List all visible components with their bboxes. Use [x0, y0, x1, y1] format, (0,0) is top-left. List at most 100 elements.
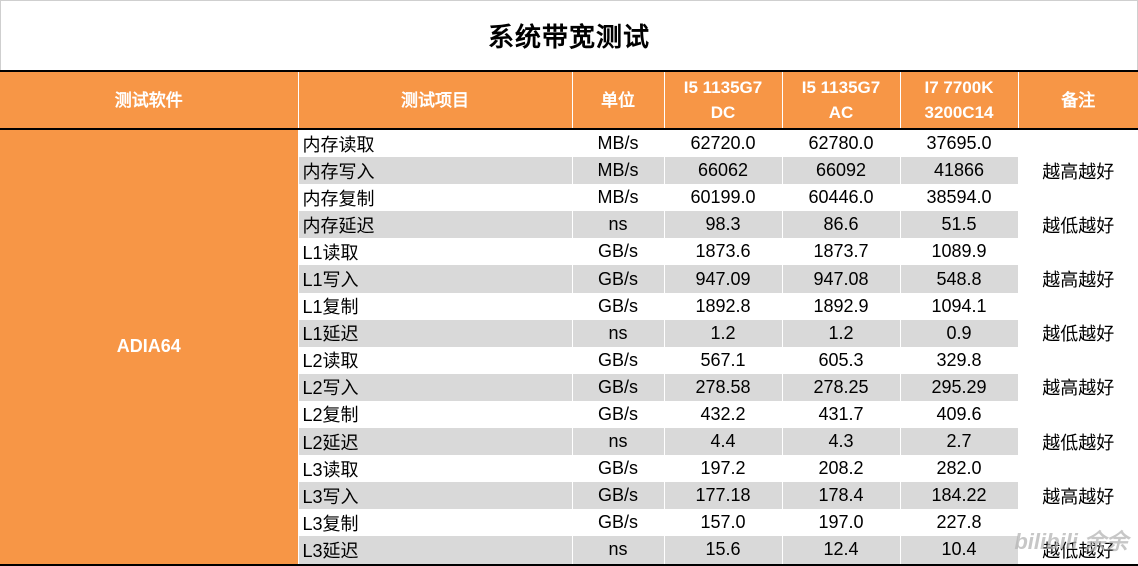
- i5-ac-value: 208.2: [781, 455, 900, 483]
- unit-cell: ns: [571, 536, 664, 566]
- item-cell: L2读取: [297, 346, 572, 374]
- item-cell: L3读取: [297, 455, 572, 483]
- table-row: 内存复制 MB/s 60199.0 60446.0 38594.0: [0, 184, 1138, 212]
- note-cell: 越低越好: [1017, 428, 1138, 456]
- i5-ac-value: 278.25: [781, 373, 900, 401]
- item-cell: 内存复制: [297, 184, 572, 212]
- note-cell: 越低越好: [1017, 319, 1138, 347]
- unit-cell: GB/s: [571, 373, 664, 401]
- i5-ac-value: 1873.7: [781, 238, 900, 266]
- i5-dc-value: 1873.6: [663, 238, 782, 266]
- header-i5-ac-line2: AC: [828, 103, 854, 122]
- item-cell: L3延迟: [297, 536, 572, 566]
- item-cell: L1复制: [297, 292, 572, 320]
- i7-value: 295.29: [899, 373, 1018, 401]
- unit-cell: MB/s: [571, 157, 664, 185]
- table-row: L1写入 GB/s 947.09 947.08 548.8: [0, 265, 1138, 293]
- table-row: L2写入 GB/s 278.58 278.25 295.29: [0, 373, 1138, 401]
- i5-dc-value: 157.0: [663, 509, 782, 537]
- i5-ac-value: 1892.9: [781, 292, 900, 320]
- table-row: L1复制 GB/s 1892.8 1892.9 1094.1: [0, 292, 1138, 320]
- bandwidth-table: 测试软件 测试项目 单位 I5 1135G7 DC I5 1135G7 AC I7 …: [0, 70, 1138, 566]
- i5-dc-value: 66062: [663, 157, 782, 185]
- table-row: L1读取 GB/s 1873.6 1873.7 1089.9 越高越好: [0, 238, 1138, 320]
- unit-cell: GB/s: [571, 238, 664, 266]
- header-i5-dc-line1: I5 1135G7: [683, 78, 763, 97]
- i5-dc-value: 177.18: [663, 482, 782, 510]
- header-i5-ac-line1: I5 1135G7: [801, 78, 881, 97]
- i7-value: 10.4: [899, 536, 1018, 566]
- header-i7-line1: I7 7700K: [924, 78, 994, 97]
- i7-value: 51.5: [899, 211, 1018, 239]
- unit-cell: GB/s: [571, 400, 664, 429]
- unit-cell: MB/s: [571, 184, 664, 212]
- table-row: L1延迟 ns 1.2 1.2 0.9 越低越好: [0, 319, 1138, 347]
- i5-dc-value: 60199.0: [663, 184, 782, 212]
- header-i7-line2: 3200C14: [924, 103, 994, 122]
- i5-dc-value: 62720.0: [663, 129, 782, 158]
- unit-cell: GB/s: [571, 509, 664, 537]
- note-cell: 越高越好: [1017, 346, 1138, 429]
- table-row: 内存延迟 ns 98.3 86.6 51.5 越低越好: [0, 211, 1138, 239]
- unit-cell: ns: [571, 211, 664, 239]
- item-cell: L2写入: [297, 373, 572, 401]
- i7-value: 184.22: [899, 482, 1018, 510]
- unit-cell: ns: [571, 319, 664, 347]
- i5-ac-value: 66092: [781, 157, 900, 185]
- table-row: L2复制 GB/s 432.2 431.7 409.6: [0, 400, 1138, 429]
- i5-ac-value: 431.7: [781, 400, 900, 429]
- item-cell: 内存延迟: [297, 211, 572, 239]
- table-row: ADIA64 内存读取 MB/s 62720.0 62780.0 37695.0 越高越好: [0, 129, 1138, 566]
- i7-value: 227.8: [899, 509, 1018, 537]
- i5-ac-value: 947.08: [781, 265, 900, 293]
- i7-value: 2.7: [899, 428, 1018, 456]
- i5-ac-value: 12.4: [781, 536, 900, 566]
- unit-cell: ns: [571, 428, 664, 456]
- i5-dc-value: 1892.8: [663, 292, 782, 320]
- table-row: 内存写入 MB/s 66062 66092 41866: [0, 157, 1138, 185]
- i5-dc-value: 278.58: [663, 373, 782, 401]
- unit-cell: GB/s: [571, 482, 664, 510]
- i5-dc-value: 4.4: [663, 428, 782, 456]
- i5-ac-value: 62780.0: [781, 129, 900, 158]
- unit-cell: GB/s: [571, 292, 664, 320]
- i7-value: 1089.9: [899, 238, 1018, 266]
- i5-dc-value: 432.2: [663, 400, 782, 429]
- header-item: 测试项目: [297, 70, 572, 130]
- note-cell: 越低越好: [1017, 211, 1138, 239]
- note-cell: 越高越好: [1017, 129, 1138, 212]
- i5-ac-value: 60446.0: [781, 184, 900, 212]
- i7-value: 38594.0: [899, 184, 1018, 212]
- i5-ac-value: 178.4: [781, 482, 900, 510]
- i5-dc-value: 15.6: [663, 536, 782, 566]
- item-cell: L1写入: [297, 265, 572, 293]
- i5-ac-value: 86.6: [781, 211, 900, 239]
- table-row: L2读取 GB/s 567.1 605.3 329.8 越高越好: [0, 346, 1138, 429]
- page-title: 系统带宽测试: [487, 21, 650, 52]
- software-cell: ADIA64: [0, 129, 298, 566]
- i7-value: 329.8: [899, 346, 1018, 374]
- header-i5-dc-line2: DC: [710, 103, 736, 122]
- i7-value: 1094.1: [899, 292, 1018, 320]
- header-row: 测试软件 测试项目 单位 I5 1135G7 DC I5 1135G7 AC I7 …: [0, 70, 1138, 130]
- header-software: 测试软件: [0, 70, 298, 130]
- item-cell: 内存读取: [297, 129, 572, 158]
- i5-ac-value: 1.2: [781, 319, 900, 347]
- item-cell: L2复制: [297, 400, 572, 429]
- header-unit: 单位: [571, 70, 664, 130]
- i5-dc-value: 567.1: [663, 346, 782, 374]
- i5-ac-value: 4.3: [781, 428, 900, 456]
- i5-dc-value: 1.2: [663, 319, 782, 347]
- i7-value: 0.9: [899, 319, 1018, 347]
- note-cell: 越低越好: [1017, 536, 1138, 566]
- item-cell: L1延迟: [297, 319, 572, 347]
- i5-dc-value: 197.2: [663, 455, 782, 483]
- header-i5-ac: I5 1135G7 AC: [781, 70, 900, 130]
- table-row: L3复制 GB/s 157.0 197.0 227.8: [0, 509, 1138, 537]
- table-row: L3读取 GB/s 197.2 208.2 282.0 越高越好: [0, 455, 1138, 537]
- item-cell: L3写入: [297, 482, 572, 510]
- i7-value: 41866: [899, 157, 1018, 185]
- table-row: L3写入 GB/s 177.18 178.4 184.22: [0, 482, 1138, 510]
- note-cell: 越高越好: [1017, 238, 1138, 320]
- unit-cell: MB/s: [571, 129, 664, 158]
